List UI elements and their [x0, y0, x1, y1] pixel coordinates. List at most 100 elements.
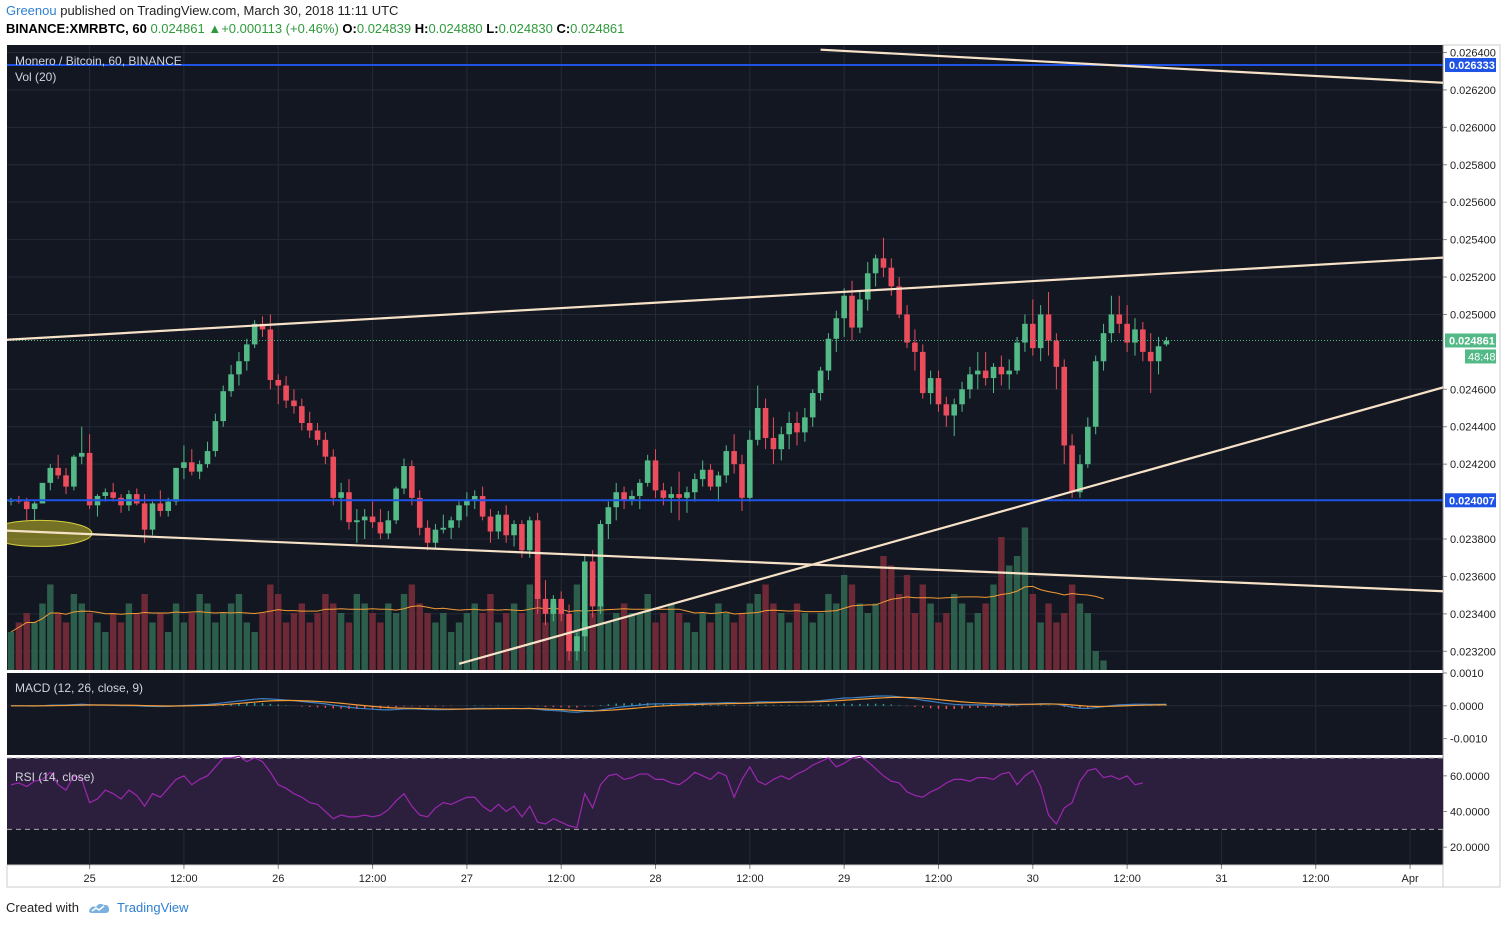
candle-body — [149, 503, 156, 530]
volume-bar — [675, 613, 683, 670]
candle-body — [959, 389, 965, 405]
time-tick-label: 28 — [649, 873, 661, 885]
volume-bar — [723, 613, 730, 670]
candle-body — [440, 527, 447, 530]
signal-line — [10, 696, 1167, 712]
candle-body — [291, 400, 297, 407]
volume-bar — [919, 584, 926, 670]
volume-bar — [322, 594, 329, 670]
candle-body — [754, 408, 761, 440]
candle-body — [982, 370, 989, 379]
volume-bar — [440, 613, 447, 670]
volume-bar — [7, 632, 15, 670]
time-tick-label: 26 — [272, 873, 284, 885]
volume-bar — [172, 603, 180, 670]
volume-bar — [408, 584, 416, 670]
volume-bar — [660, 613, 667, 670]
candle-body — [786, 422, 792, 435]
candle-body — [542, 598, 549, 614]
candle-body — [1108, 314, 1115, 334]
candle-body — [361, 516, 368, 521]
chart-title: Monero / Bitcoin, 60, BINANCE — [15, 54, 182, 68]
candle-body — [550, 598, 557, 614]
price-tick-label: 0.025800 — [1450, 160, 1496, 172]
candle-body — [676, 494, 682, 498]
candle-body — [487, 516, 494, 532]
volume-bar — [330, 603, 337, 670]
time-tick-label: 27 — [461, 873, 473, 885]
candle-body — [558, 598, 564, 614]
candle-body — [621, 492, 627, 500]
volume-bar — [951, 594, 958, 670]
candle-body — [794, 422, 800, 433]
volume-bar — [589, 613, 596, 670]
candle-body — [141, 503, 148, 530]
trendline-lower — [7, 529, 1443, 593]
rsi-label: RSI (14, close) — [15, 770, 94, 784]
volume-bar — [400, 594, 408, 670]
volume-bar — [306, 622, 313, 670]
candle-body — [692, 479, 698, 493]
symbol-line: BINANCE:XMRBTC, 60 — [6, 21, 147, 36]
volume-bar — [416, 603, 423, 670]
candle-body — [432, 529, 439, 543]
rsi-tick-label: 20.0000 — [1450, 842, 1490, 854]
candle-body — [888, 267, 895, 287]
volume-bar — [102, 632, 109, 670]
volume-bar — [290, 613, 298, 670]
volume-bar — [974, 613, 981, 670]
candle-body — [259, 323, 266, 330]
candle-body — [912, 342, 918, 352]
candle-body — [660, 490, 667, 498]
volume-bar — [1021, 527, 1029, 670]
volume-bar — [817, 613, 824, 670]
volume-bar — [573, 584, 581, 670]
candle-body — [416, 497, 423, 528]
volume-bar — [1053, 622, 1060, 670]
candle-body — [424, 527, 431, 543]
volume-bar — [463, 613, 471, 670]
candle-body — [864, 273, 871, 300]
candle-body — [188, 462, 195, 472]
candle-body — [377, 522, 384, 534]
price-tick-label: 0.026200 — [1450, 85, 1496, 97]
volume-bar — [345, 622, 353, 670]
candle-body — [118, 497, 124, 506]
ohlc-bar: BINANCE:XMRBTC, 60 0.024861 ▲+0.000113 (… — [6, 21, 624, 36]
candle-body — [707, 469, 714, 487]
time-tick-label: 12:00 — [736, 873, 764, 885]
volume-bar — [958, 603, 966, 670]
candle-body — [699, 469, 706, 480]
candle-body — [346, 492, 352, 523]
volume-bar — [235, 594, 243, 670]
candle-body — [267, 329, 274, 380]
rsi-tick-label: 40.0000 — [1450, 807, 1490, 819]
volume-bar — [597, 603, 604, 670]
volume-bar — [644, 594, 651, 670]
volume-bar — [70, 594, 78, 670]
volume-bar — [479, 613, 486, 670]
volume-bar — [487, 594, 494, 670]
high-label: H: — [414, 21, 429, 36]
change-value: +0.000113 (+0.46%) — [221, 21, 339, 36]
rsi-band — [7, 758, 1443, 830]
macd-tick-label: -0.0010 — [1450, 734, 1487, 746]
candle-body — [951, 404, 957, 416]
close-label: C: — [556, 21, 571, 36]
time-tick-label: 12:00 — [547, 873, 575, 885]
tradingview-link[interactable]: TradingView — [116, 900, 189, 915]
volume-bar — [54, 613, 62, 670]
published-text: published on TradingView.com, March 30, … — [60, 3, 399, 18]
candle-body — [1077, 464, 1083, 493]
volume-bar — [220, 613, 227, 670]
volume-bar — [165, 632, 172, 670]
candle-body — [668, 494, 675, 498]
volume-bar — [1045, 603, 1052, 670]
price-chart[interactable]: 0.026400 0.026200 0.026000 0.025800 0.025600… — [0, 40, 1507, 892]
volume-bar — [730, 622, 738, 670]
volume-bar — [180, 622, 188, 670]
volume-bar — [911, 613, 919, 670]
author-name[interactable]: Greenou — [6, 3, 57, 18]
candle-body — [747, 439, 753, 498]
volume-bar — [495, 622, 502, 670]
